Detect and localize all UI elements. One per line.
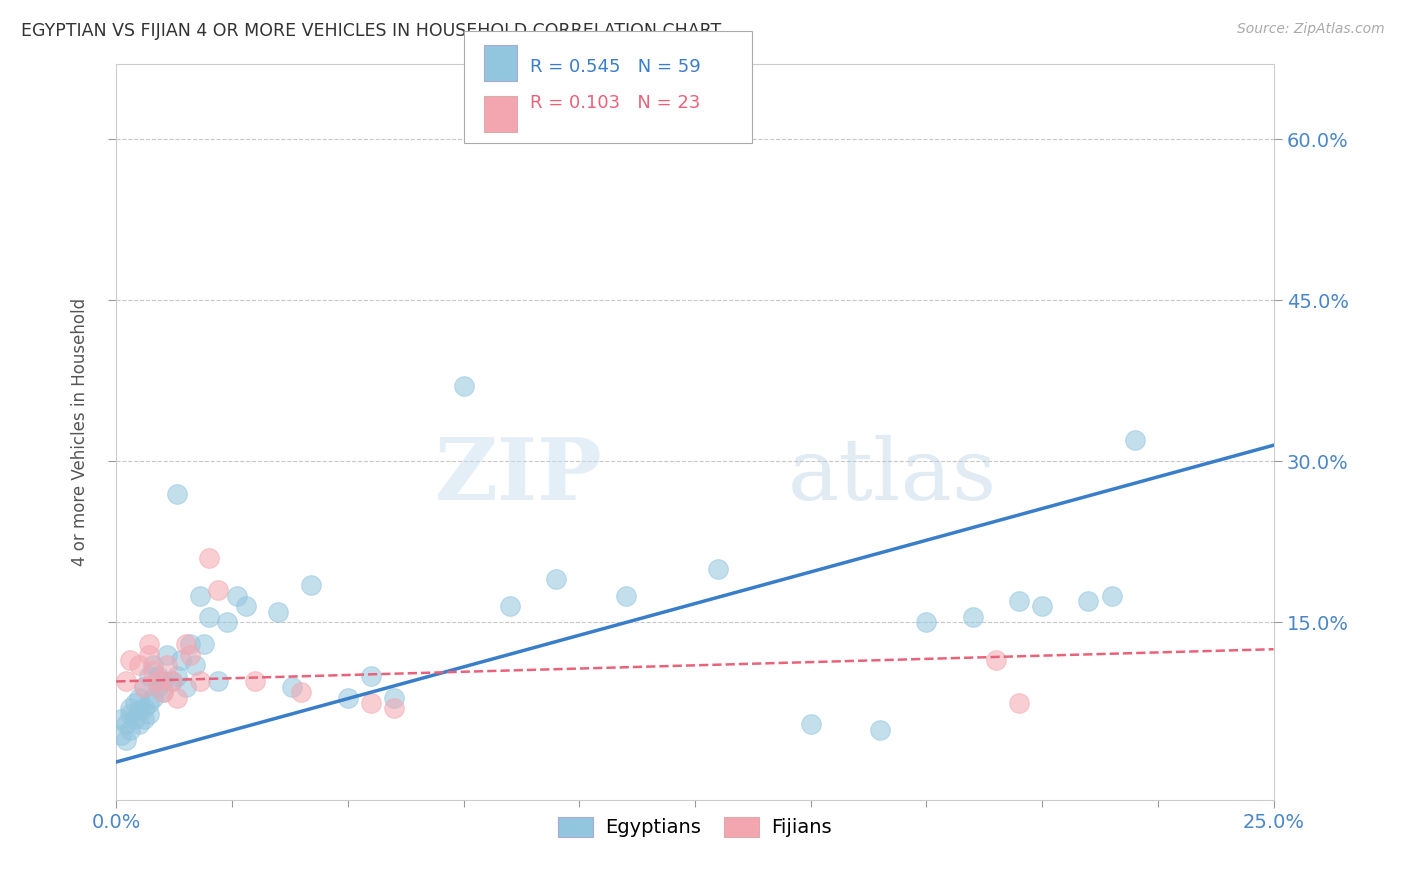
Point (138, 648, 160, 662)
Point (128, 717, 150, 731)
Point (179, 648, 201, 662)
Point (152, 674, 174, 689)
Point (1008, 696, 1031, 710)
Point (128, 690, 150, 705)
Point (245, 674, 267, 689)
Point (290, 685, 312, 699)
Point (120, 723, 142, 737)
Point (114, 717, 136, 731)
Point (124, 712, 146, 726)
Point (138, 706, 160, 721)
Point (869, 723, 891, 737)
Point (138, 669, 160, 683)
Point (146, 669, 169, 683)
Point (179, 637, 201, 651)
Point (142, 658, 165, 673)
Point (198, 610, 221, 624)
Point (800, 717, 823, 731)
Text: Source: ZipAtlas.com: Source: ZipAtlas.com (1237, 22, 1385, 37)
Point (299, 578, 322, 592)
Point (1101, 589, 1123, 603)
Text: EGYPTIAN VS FIJIAN 4 OR MORE VEHICLES IN HOUSEHOLD CORRELATION CHART: EGYPTIAN VS FIJIAN 4 OR MORE VEHICLES IN… (21, 22, 721, 40)
Point (138, 696, 160, 710)
Point (174, 637, 197, 651)
Point (235, 599, 257, 614)
Point (128, 658, 150, 673)
Point (120, 706, 142, 721)
Point (207, 674, 229, 689)
Point (614, 589, 637, 603)
Point (128, 703, 150, 717)
Point (160, 674, 183, 689)
Point (1008, 594, 1031, 608)
Point (142, 690, 165, 705)
Point (132, 680, 155, 694)
Point (138, 637, 160, 651)
Point (114, 674, 136, 689)
Point (110, 728, 132, 742)
Point (142, 664, 165, 678)
Point (156, 648, 179, 662)
Point (152, 685, 174, 699)
Point (1031, 599, 1053, 614)
Text: ZIP: ZIP (434, 434, 602, 518)
Point (132, 712, 155, 726)
Point (166, 690, 188, 705)
Point (152, 685, 174, 699)
Point (546, 573, 568, 587)
Point (984, 653, 1007, 667)
Point (110, 712, 132, 726)
Point (382, 690, 405, 705)
Text: R = 0.545   N = 59: R = 0.545 N = 59 (530, 58, 700, 76)
Point (174, 680, 197, 694)
Point (188, 674, 211, 689)
Point (170, 653, 193, 667)
Point (160, 674, 183, 689)
Point (120, 701, 142, 715)
Point (198, 551, 221, 566)
Point (225, 589, 247, 603)
Point (382, 701, 405, 715)
Point (124, 696, 146, 710)
Point (132, 680, 155, 694)
Point (360, 669, 382, 683)
Point (1077, 594, 1099, 608)
Point (360, 696, 382, 710)
Point (184, 658, 207, 673)
Point (146, 680, 169, 694)
Point (267, 605, 290, 619)
Point (453, 379, 475, 393)
Point (156, 658, 179, 673)
Y-axis label: 4 or more Vehicles in Household: 4 or more Vehicles in Household (72, 298, 89, 566)
Point (207, 583, 229, 598)
Point (166, 486, 188, 500)
Point (146, 674, 169, 689)
Point (336, 690, 359, 705)
Text: R = 0.103   N = 23: R = 0.103 N = 23 (530, 94, 700, 112)
Point (217, 615, 239, 630)
Point (193, 637, 215, 651)
Point (707, 562, 730, 576)
Point (114, 733, 136, 747)
Point (188, 589, 211, 603)
Legend: Egyptians, Fijians: Egyptians, Fijians (551, 809, 839, 845)
Point (132, 701, 155, 715)
Point (281, 680, 304, 694)
Point (915, 615, 938, 630)
Point (499, 599, 522, 614)
Point (166, 669, 188, 683)
Point (962, 610, 984, 624)
Point (120, 653, 142, 667)
Point (1123, 433, 1146, 447)
Text: atlas: atlas (787, 434, 997, 517)
